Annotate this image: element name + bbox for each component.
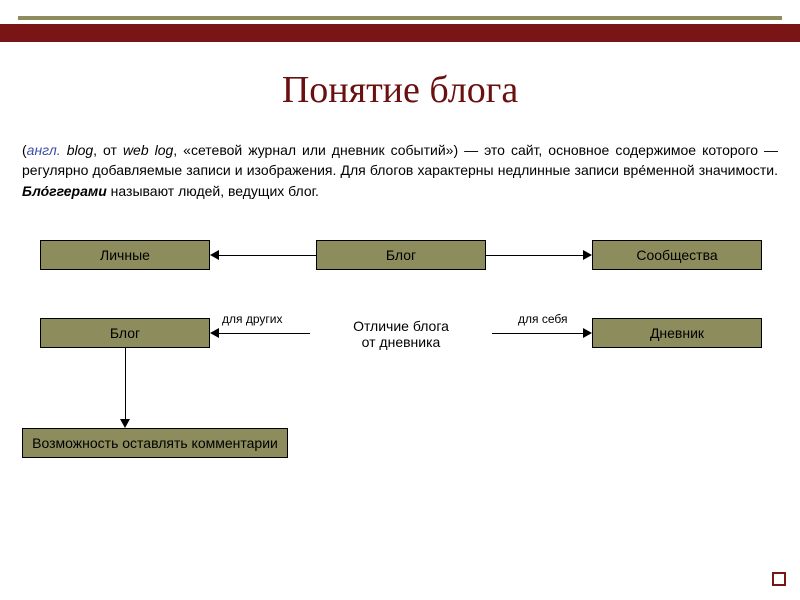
arrow-head-icon [210, 250, 219, 260]
diagram-canvas: Личные Блог Сообщества Блог Отличие блогаот … [0, 240, 800, 540]
page-title: Понятие блога [0, 68, 800, 112]
edge-line [486, 255, 583, 256]
edge-label: для себя [518, 312, 567, 326]
desc-rest2: называют людей, ведущих блог. [107, 183, 319, 199]
description-paragraph: (англ. blog, от web log, «сетевой журнал… [22, 140, 778, 201]
edge-line [125, 348, 126, 419]
desc-lang: англ. [27, 142, 61, 158]
desc-rest1b: менной значимости. [646, 162, 778, 178]
node-n_blog_top: Блог [316, 240, 486, 270]
bar-olive [18, 16, 782, 20]
node-n_community: Сообщества [592, 240, 762, 270]
arrow-head-icon [210, 328, 219, 338]
corner-square-icon [772, 572, 786, 586]
arrow-head-icon [583, 328, 592, 338]
node-n_diary: Дневник [592, 318, 762, 348]
arrow-head-icon [583, 250, 592, 260]
node-line: Отличие блога [310, 318, 492, 334]
edge-line [219, 255, 316, 256]
bar-red [0, 24, 800, 42]
desc-eacc: е́ [638, 162, 646, 178]
header-bars [0, 16, 800, 42]
node-n_blog_left: Блог [40, 318, 210, 348]
desc-bloggers: Бло́ггерами [22, 183, 107, 199]
desc-weblog-italic: web log [123, 142, 173, 158]
arrow-head-icon [120, 419, 130, 428]
edge-line [219, 333, 310, 334]
desc-blog-italic: blog [67, 142, 93, 158]
desc-sep1: , от [93, 142, 123, 158]
node-n_personal: Личные [40, 240, 210, 270]
edge-line [492, 333, 583, 334]
node-n_comments: Возможность оставлять комментарии [22, 428, 288, 458]
node-n_diff: Отличие блогаот дневника [310, 318, 492, 350]
edge-label: для других [222, 312, 282, 326]
node-line: от дневника [310, 334, 492, 350]
